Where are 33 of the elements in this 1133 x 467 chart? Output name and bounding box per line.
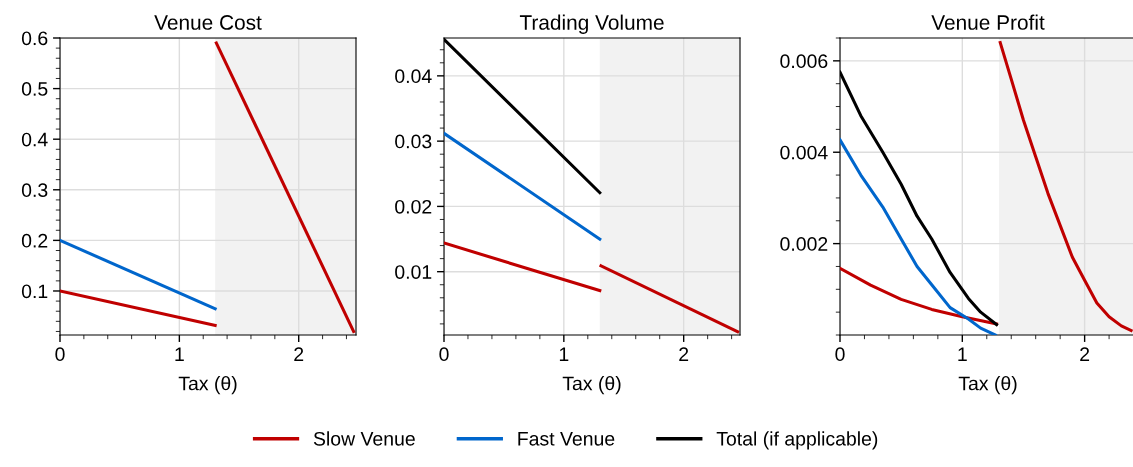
line-series xyxy=(840,138,997,335)
y-tick-label: 0.004 xyxy=(780,145,828,160)
y-tick-label: 0.1 xyxy=(21,284,48,299)
y-tick-label: 0.03 xyxy=(395,134,432,149)
x-axis-title: Tax (θ) xyxy=(562,376,621,395)
y-tick-label: 0.04 xyxy=(395,69,432,84)
y-tick-label: 0.5 xyxy=(21,82,48,96)
x-tick-label: 1 xyxy=(958,347,967,361)
y-tick-label: 0.02 xyxy=(395,199,432,214)
x-axis-title: Tax (θ) xyxy=(958,376,1017,395)
y-tick-label: 0.002 xyxy=(780,237,828,251)
x-tick-label: 0 xyxy=(439,347,449,362)
y-tick-label: 0.4 xyxy=(21,132,48,147)
y-tick-label: 0.6 xyxy=(21,31,48,46)
x-tick-label: 2 xyxy=(294,347,304,361)
y-tick-label: 0.006 xyxy=(780,54,828,69)
x-tick-label: 2 xyxy=(1080,347,1090,361)
y-tick-label: 0.3 xyxy=(21,183,48,198)
x-tick-label: 0 xyxy=(835,347,845,362)
y-tick-label: 0.01 xyxy=(395,265,432,279)
x-axis-title: Tax (θ) xyxy=(178,376,237,395)
chart-title: Trading Volume xyxy=(519,14,664,34)
chart-title: Venue Cost xyxy=(154,15,262,30)
x-tick-label: 0 xyxy=(55,347,65,362)
legend-label: Fast Venue xyxy=(518,432,615,446)
y-tick-label: 0.2 xyxy=(21,233,48,248)
legend-label: Total (if applicable) xyxy=(716,431,878,450)
chart-title: Venue Profit xyxy=(931,14,1045,30)
line-series xyxy=(840,266,999,326)
legend-label: Slow Venue xyxy=(313,431,415,446)
x-tick-label: 1 xyxy=(175,347,184,361)
x-tick-label: 2 xyxy=(679,347,689,361)
x-tick-label: 1 xyxy=(559,347,569,361)
